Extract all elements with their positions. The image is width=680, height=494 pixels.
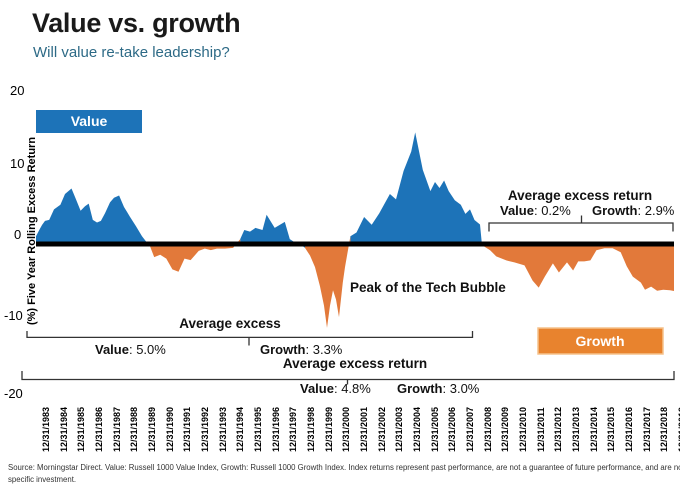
svg-text:Value: Value	[71, 113, 108, 129]
svg-text:Growth: Growth	[576, 333, 625, 349]
